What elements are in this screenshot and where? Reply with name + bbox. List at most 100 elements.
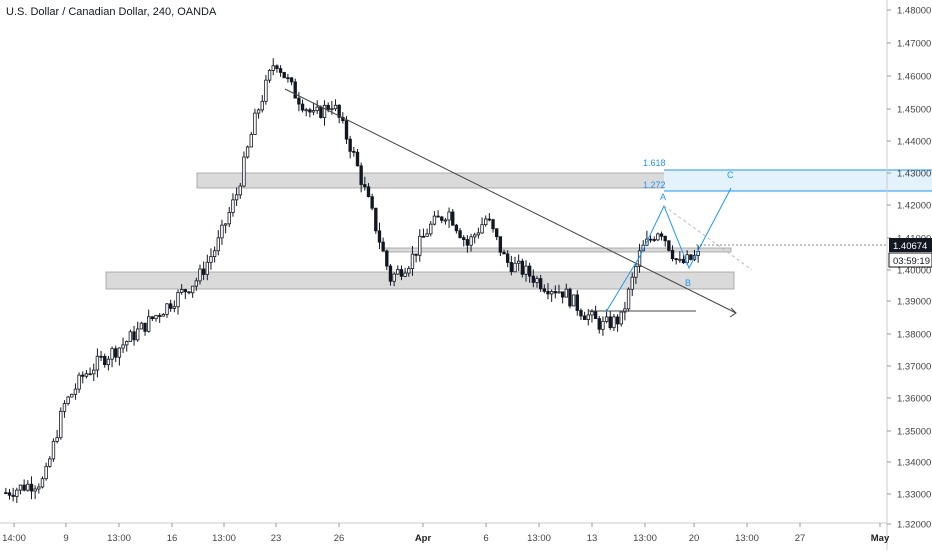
candle-body (15, 489, 19, 497)
candle-body (414, 253, 418, 256)
candle-body (253, 112, 257, 135)
candle-body (289, 77, 294, 83)
candle-body (223, 223, 228, 226)
price-tick-label: 1.48000 (897, 6, 931, 17)
candle-body (125, 341, 129, 346)
candle-body (179, 289, 184, 293)
candle-body (678, 258, 682, 261)
candle-body (165, 303, 169, 315)
candle-body (465, 239, 470, 246)
candle-body (26, 483, 30, 491)
candle-body (330, 108, 334, 111)
candle-body (557, 291, 561, 294)
candle-body (103, 355, 107, 366)
candle-body (33, 488, 37, 492)
candle-body (458, 230, 462, 239)
candle-body (462, 237, 466, 240)
candle-body (121, 344, 125, 349)
time-axis[interactable]: 14:00 9 13:00 16 13:00 23 26 Apr 6 13:00 13 13:00 20… (2, 523, 890, 544)
candle-body (48, 458, 52, 467)
candle-body (601, 320, 605, 330)
candle-body (429, 223, 433, 235)
price-tick-label: 1.37000 (897, 362, 931, 373)
candle-body (205, 261, 209, 275)
candle-body (256, 109, 261, 114)
candle-body (410, 253, 415, 269)
candle-body (656, 233, 660, 241)
candle-body (524, 265, 528, 275)
candle-body (40, 478, 45, 488)
candle-body (506, 253, 510, 263)
candle-body (454, 224, 459, 232)
candle-body (374, 207, 378, 232)
fib-extension[interactable]: 1.618 1.272 (643, 158, 932, 192)
countdown-value: 03:59:19 (893, 256, 930, 267)
time-tick-label: 6 (483, 533, 488, 544)
price-tick-label: 1.34000 (897, 458, 931, 469)
candle-body (322, 104, 327, 118)
candle-body (473, 234, 477, 238)
fib-band (664, 170, 932, 191)
time-tick-label: 13:00 (212, 533, 236, 544)
candle-body (516, 260, 521, 264)
candle-body (396, 269, 400, 275)
candle-body (92, 369, 96, 375)
candle-body (212, 250, 217, 257)
candle-body (348, 138, 352, 152)
candle-body (245, 146, 250, 158)
candle-body (366, 186, 371, 198)
candle-body (242, 156, 246, 187)
candle-body (377, 230, 382, 243)
candle-body (344, 120, 349, 140)
time-tick-label: 13:00 (527, 533, 551, 544)
candle-body (264, 79, 268, 102)
price-tick-label: 1.46000 (897, 72, 931, 83)
candle-body (440, 216, 444, 221)
candle-body (183, 289, 188, 293)
candle-body (670, 249, 675, 260)
candle-body (392, 273, 396, 282)
candle-body (308, 109, 312, 113)
minor-zone (381, 247, 732, 253)
candle-body (333, 104, 338, 110)
candle-body (355, 151, 360, 167)
time-tick-label: 13:00 (633, 533, 657, 544)
drawings-layer[interactable]: A B C (284, 88, 887, 318)
candle-body (172, 306, 177, 309)
candle-body (62, 403, 67, 412)
candle-body (571, 294, 576, 307)
time-tick-label: May (871, 533, 890, 544)
time-tick-label: 13:00 (735, 533, 759, 544)
candle-body (352, 150, 356, 153)
candle-body (495, 228, 499, 238)
candle-body (319, 106, 323, 118)
candle-body (150, 316, 155, 320)
price-tick-label: 1.38000 (897, 330, 931, 341)
candle-body (77, 374, 81, 390)
candle-body (238, 185, 242, 196)
candle-body (249, 134, 253, 148)
price-tick-label: 1.32000 (897, 520, 931, 531)
candle-body (278, 68, 283, 73)
candle-body (143, 322, 147, 332)
candle-body (132, 331, 136, 341)
candle-body (436, 215, 440, 218)
candle-body (582, 315, 587, 320)
candle-body (575, 294, 579, 311)
candle-body (568, 288, 572, 307)
candle-body (7, 492, 12, 496)
candle-body (593, 311, 598, 319)
candle-body (282, 72, 286, 79)
candle-body (608, 316, 612, 329)
candle-body (51, 440, 56, 460)
dotted-guide (663, 205, 753, 271)
fib-label-1272: 1.272 (643, 180, 666, 190)
candle-body (326, 104, 330, 110)
candle-body (267, 70, 272, 81)
candle-body (681, 258, 686, 264)
candle-body (546, 290, 550, 295)
candle-body (597, 318, 601, 330)
candle-body (260, 100, 264, 111)
